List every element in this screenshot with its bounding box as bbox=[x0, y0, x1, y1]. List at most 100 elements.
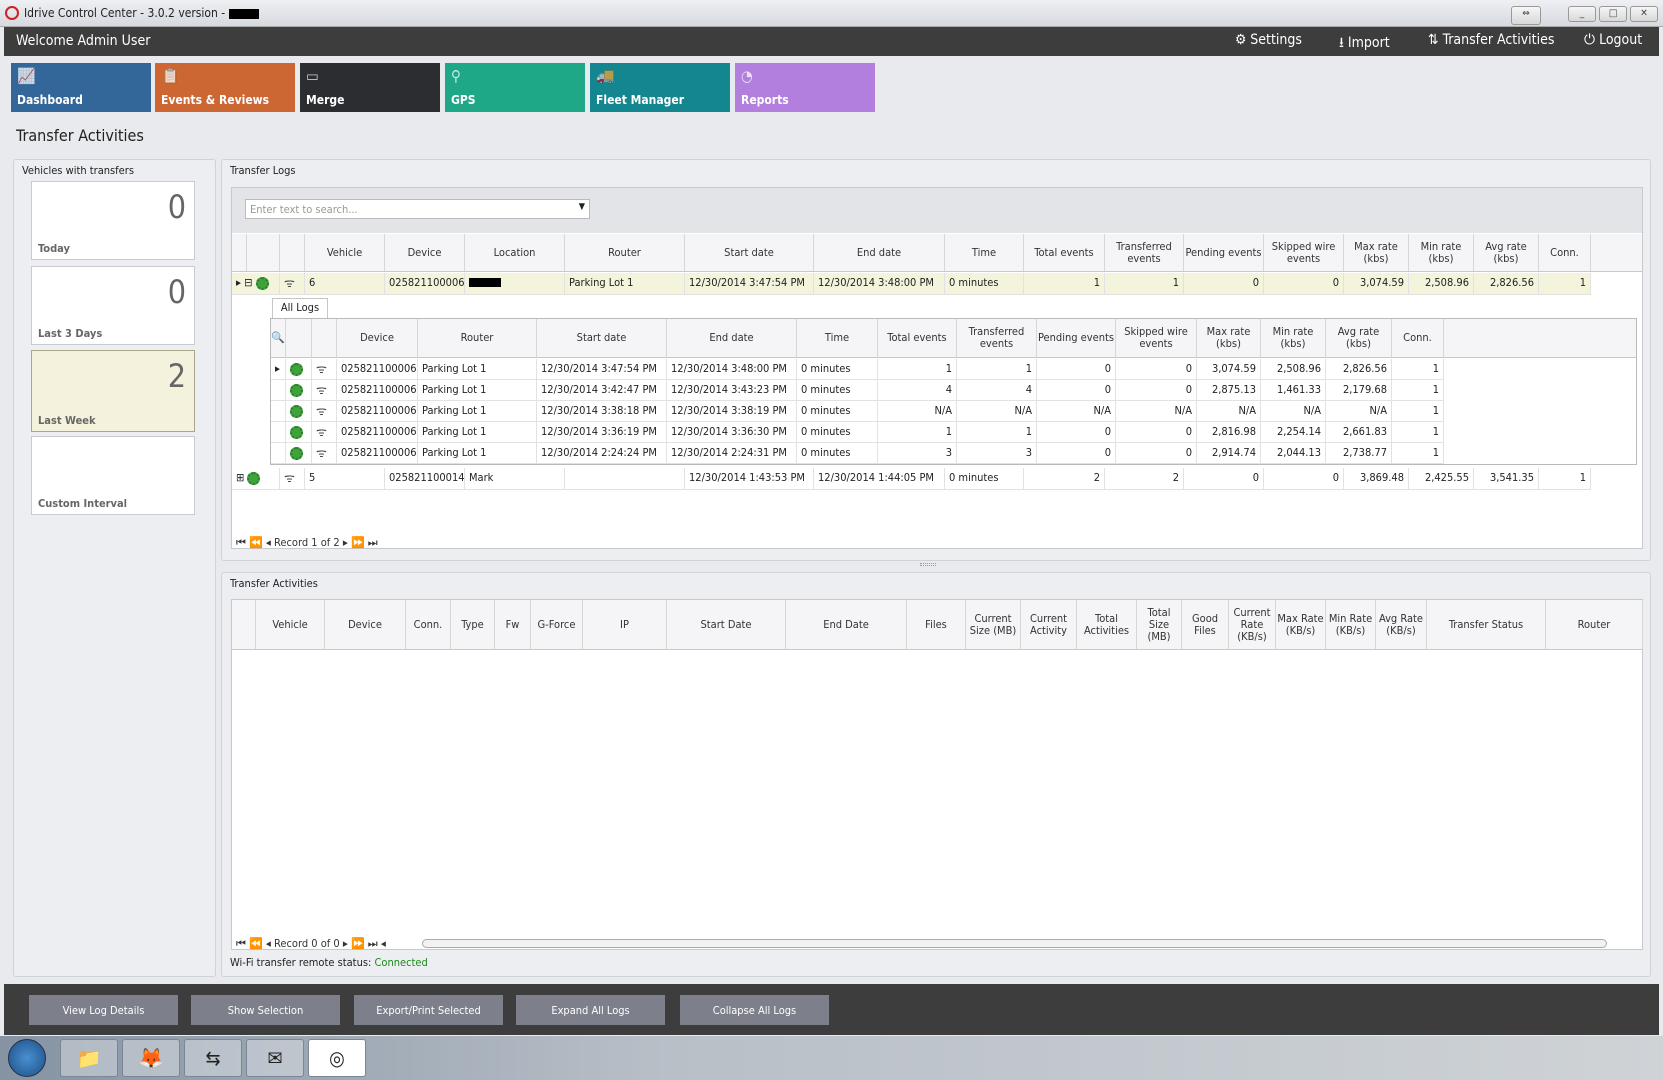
column-header[interactable]: Time bbox=[945, 234, 1024, 271]
column-header[interactable]: Current Rate (KB/s) bbox=[1229, 600, 1276, 649]
column-header[interactable]: Conn. bbox=[1539, 234, 1591, 271]
cell-skipped-wire-events: 0 bbox=[1264, 273, 1344, 294]
search-input[interactable]: Enter text to search... ▼ bbox=[245, 199, 590, 219]
column-header[interactable]: Max rate (kbs) bbox=[1344, 234, 1409, 271]
collapse-icon[interactable]: ⊟ bbox=[244, 276, 253, 289]
tile-reports[interactable]: ◔ Reports bbox=[735, 63, 875, 112]
column-header[interactable]: Min rate (kbs) bbox=[1261, 319, 1326, 357]
column-header[interactable]: Transferred events bbox=[957, 319, 1037, 357]
column-header[interactable]: Skipped wire events bbox=[1116, 319, 1197, 357]
column-header[interactable]: Pending events bbox=[1037, 319, 1116, 357]
maximize-button[interactable]: □ bbox=[1599, 6, 1627, 22]
column-header[interactable]: Fw bbox=[495, 600, 531, 649]
column-header[interactable]: Files bbox=[907, 600, 966, 649]
expand-all-logs-button[interactable]: Expand All Logs bbox=[516, 995, 665, 1025]
detail-log-row[interactable]: ᯤ 025821100006 Parking Lot 1 12/30/2014 2:2… bbox=[271, 443, 1444, 464]
teamviewer-icon[interactable]: ⇆ bbox=[184, 1039, 242, 1077]
collapse-all-logs-button[interactable]: Collapse All Logs bbox=[680, 995, 829, 1025]
column-header[interactable]: Avg rate (kbs) bbox=[1474, 234, 1539, 271]
column-header[interactable]: Conn. bbox=[1392, 319, 1444, 357]
column-header[interactable]: Total events bbox=[878, 319, 957, 357]
log-row[interactable]: ▸ ⊟ ᯤ 6 025821100006 Parking Lot 1 12/30/201… bbox=[232, 273, 1591, 295]
column-header[interactable]: Location bbox=[465, 234, 565, 271]
import-button[interactable]: ⭳ Import bbox=[1339, 32, 1390, 56]
column-header[interactable]: Start date bbox=[537, 319, 667, 357]
tab-all-logs[interactable]: All Logs bbox=[272, 298, 328, 318]
column-header[interactable]: Device bbox=[337, 319, 418, 357]
view-log-details-button[interactable]: View Log Details bbox=[29, 995, 178, 1025]
tile-fleet-manager[interactable]: 🚚 Fleet Manager bbox=[590, 63, 730, 112]
column-header[interactable]: Avg rate (kbs) bbox=[1326, 319, 1392, 357]
column-header[interactable]: Total events bbox=[1024, 234, 1105, 271]
column-header[interactable]: Total Activities bbox=[1077, 600, 1137, 649]
column-header[interactable]: Current Size (MB) bbox=[966, 600, 1021, 649]
pager-nav-last[interactable]: ▸ ⏩ ⏭ bbox=[339, 536, 378, 549]
log-row[interactable]: ⊞ ᯤ 5 025821100014 Mark 12/30/2014 1:43:53 P… bbox=[232, 468, 1591, 490]
column-header[interactable]: Time bbox=[797, 319, 878, 357]
column-header[interactable]: Max Rate (KB/s) bbox=[1276, 600, 1326, 649]
splitter-handle[interactable] bbox=[920, 563, 936, 566]
show-selection-button[interactable]: Show Selection bbox=[191, 995, 340, 1025]
column-header[interactable]: Router bbox=[418, 319, 537, 357]
minimize-button[interactable]: _ bbox=[1568, 6, 1596, 22]
tile-gps[interactable]: ⚲ GPS bbox=[445, 63, 585, 112]
search-icon[interactable]: 🔍 bbox=[271, 319, 286, 357]
settings-button[interactable]: ⚙ Settings bbox=[1235, 32, 1302, 48]
column-header[interactable]: Start Date bbox=[667, 600, 786, 649]
pager-nav-first[interactable]: ⏮ ⏪ ◂ bbox=[236, 536, 274, 549]
detail-log-row[interactable]: ᯤ 025821100006 Parking Lot 1 12/30/2014 3:4… bbox=[271, 380, 1444, 401]
pager-nav-last[interactable]: ▸ ⏩ ⏭ ◂ bbox=[339, 937, 386, 950]
horizontal-scrollbar[interactable] bbox=[422, 939, 1607, 948]
firefox-icon[interactable]: 🦊 bbox=[122, 1039, 180, 1077]
column-header[interactable]: Device bbox=[325, 600, 406, 649]
outlook-icon[interactable]: ✉ bbox=[246, 1039, 304, 1077]
close-button[interactable]: ✕ bbox=[1630, 6, 1658, 22]
column-header[interactable]: IP bbox=[583, 600, 667, 649]
column-header[interactable]: Current Activity bbox=[1021, 600, 1077, 649]
idrive-app-icon[interactable]: ◎ bbox=[308, 1039, 366, 1077]
detail-log-row[interactable]: ᯤ 025821100006 Parking Lot 1 12/30/2014 3:3… bbox=[271, 401, 1444, 422]
column-header[interactable]: Avg Rate (KB/s) bbox=[1376, 600, 1427, 649]
column-header[interactable]: Router bbox=[565, 234, 685, 271]
column-header[interactable]: Min rate (kbs) bbox=[1409, 234, 1474, 271]
column-header[interactable]: Max rate (kbs) bbox=[1197, 319, 1261, 357]
pager-nav-first[interactable]: ⏮ ⏪ ◂ bbox=[236, 937, 274, 950]
tile-dashboard[interactable]: 📈 Dashboard bbox=[11, 63, 151, 112]
column-header[interactable]: Total Size (MB) bbox=[1137, 600, 1182, 649]
expand-toggle[interactable]: ▸ ⊟ bbox=[232, 273, 280, 294]
dropdown-arrow-icon[interactable]: ▼ bbox=[578, 202, 585, 212]
detail-log-row[interactable]: ▸ ᯤ 025821100006 Parking Lot 1 12/30/2014 3:… bbox=[271, 359, 1444, 380]
tile-events-reviews[interactable]: 📋 Events & Reviews bbox=[155, 63, 295, 112]
column-header[interactable]: End date bbox=[667, 319, 797, 357]
file-explorer-icon[interactable]: 📁 bbox=[60, 1039, 118, 1077]
period-card-last-3-days[interactable]: 0 Last 3 Days bbox=[31, 266, 195, 345]
column-header[interactable]: End Date bbox=[786, 600, 907, 649]
column-header[interactable]: Transfer Status bbox=[1427, 600, 1546, 649]
column-header[interactable]: Start date bbox=[685, 234, 814, 271]
column-header[interactable]: Pending events bbox=[1184, 234, 1264, 271]
period-card-today[interactable]: 0 Today bbox=[31, 181, 195, 260]
column-header[interactable]: Transferred events bbox=[1105, 234, 1184, 271]
column-header[interactable]: G-Force bbox=[531, 600, 583, 649]
restore-layout-button[interactable]: ⇔ bbox=[1511, 6, 1541, 25]
column-header[interactable]: Conn. bbox=[406, 600, 451, 649]
column-header[interactable]: Skipped wire events bbox=[1264, 234, 1344, 271]
start-button[interactable] bbox=[8, 1039, 46, 1077]
column-header[interactable]: End date bbox=[814, 234, 945, 271]
column-header[interactable]: Good Files bbox=[1182, 600, 1229, 649]
detail-log-row[interactable]: ᯤ 025821100006 Parking Lot 1 12/30/2014 3:3… bbox=[271, 422, 1444, 443]
column-header[interactable]: Type bbox=[451, 600, 495, 649]
transfer-activities-button[interactable]: ⇅ Transfer Activities bbox=[1428, 32, 1554, 48]
column-header[interactable]: Vehicle bbox=[256, 600, 325, 649]
period-card-last-week[interactable]: 2 Last Week bbox=[31, 350, 195, 432]
logout-button[interactable]: ⏻ Logout bbox=[1584, 32, 1642, 48]
column-header[interactable]: Vehicle bbox=[305, 234, 385, 271]
expand-icon[interactable]: ⊞ bbox=[236, 471, 245, 484]
column-header[interactable]: Min Rate (KB/s) bbox=[1326, 600, 1376, 649]
export-print-selected-button[interactable]: Export/Print Selected bbox=[354, 995, 503, 1025]
column-header[interactable]: Router bbox=[1546, 600, 1643, 649]
tile-merge[interactable]: ▭ Merge bbox=[300, 63, 440, 112]
period-card-custom-interval[interactable]: Custom Interval bbox=[31, 436, 195, 515]
column-header[interactable]: Device bbox=[385, 234, 465, 271]
expand-toggle[interactable]: ⊞ bbox=[232, 468, 280, 489]
